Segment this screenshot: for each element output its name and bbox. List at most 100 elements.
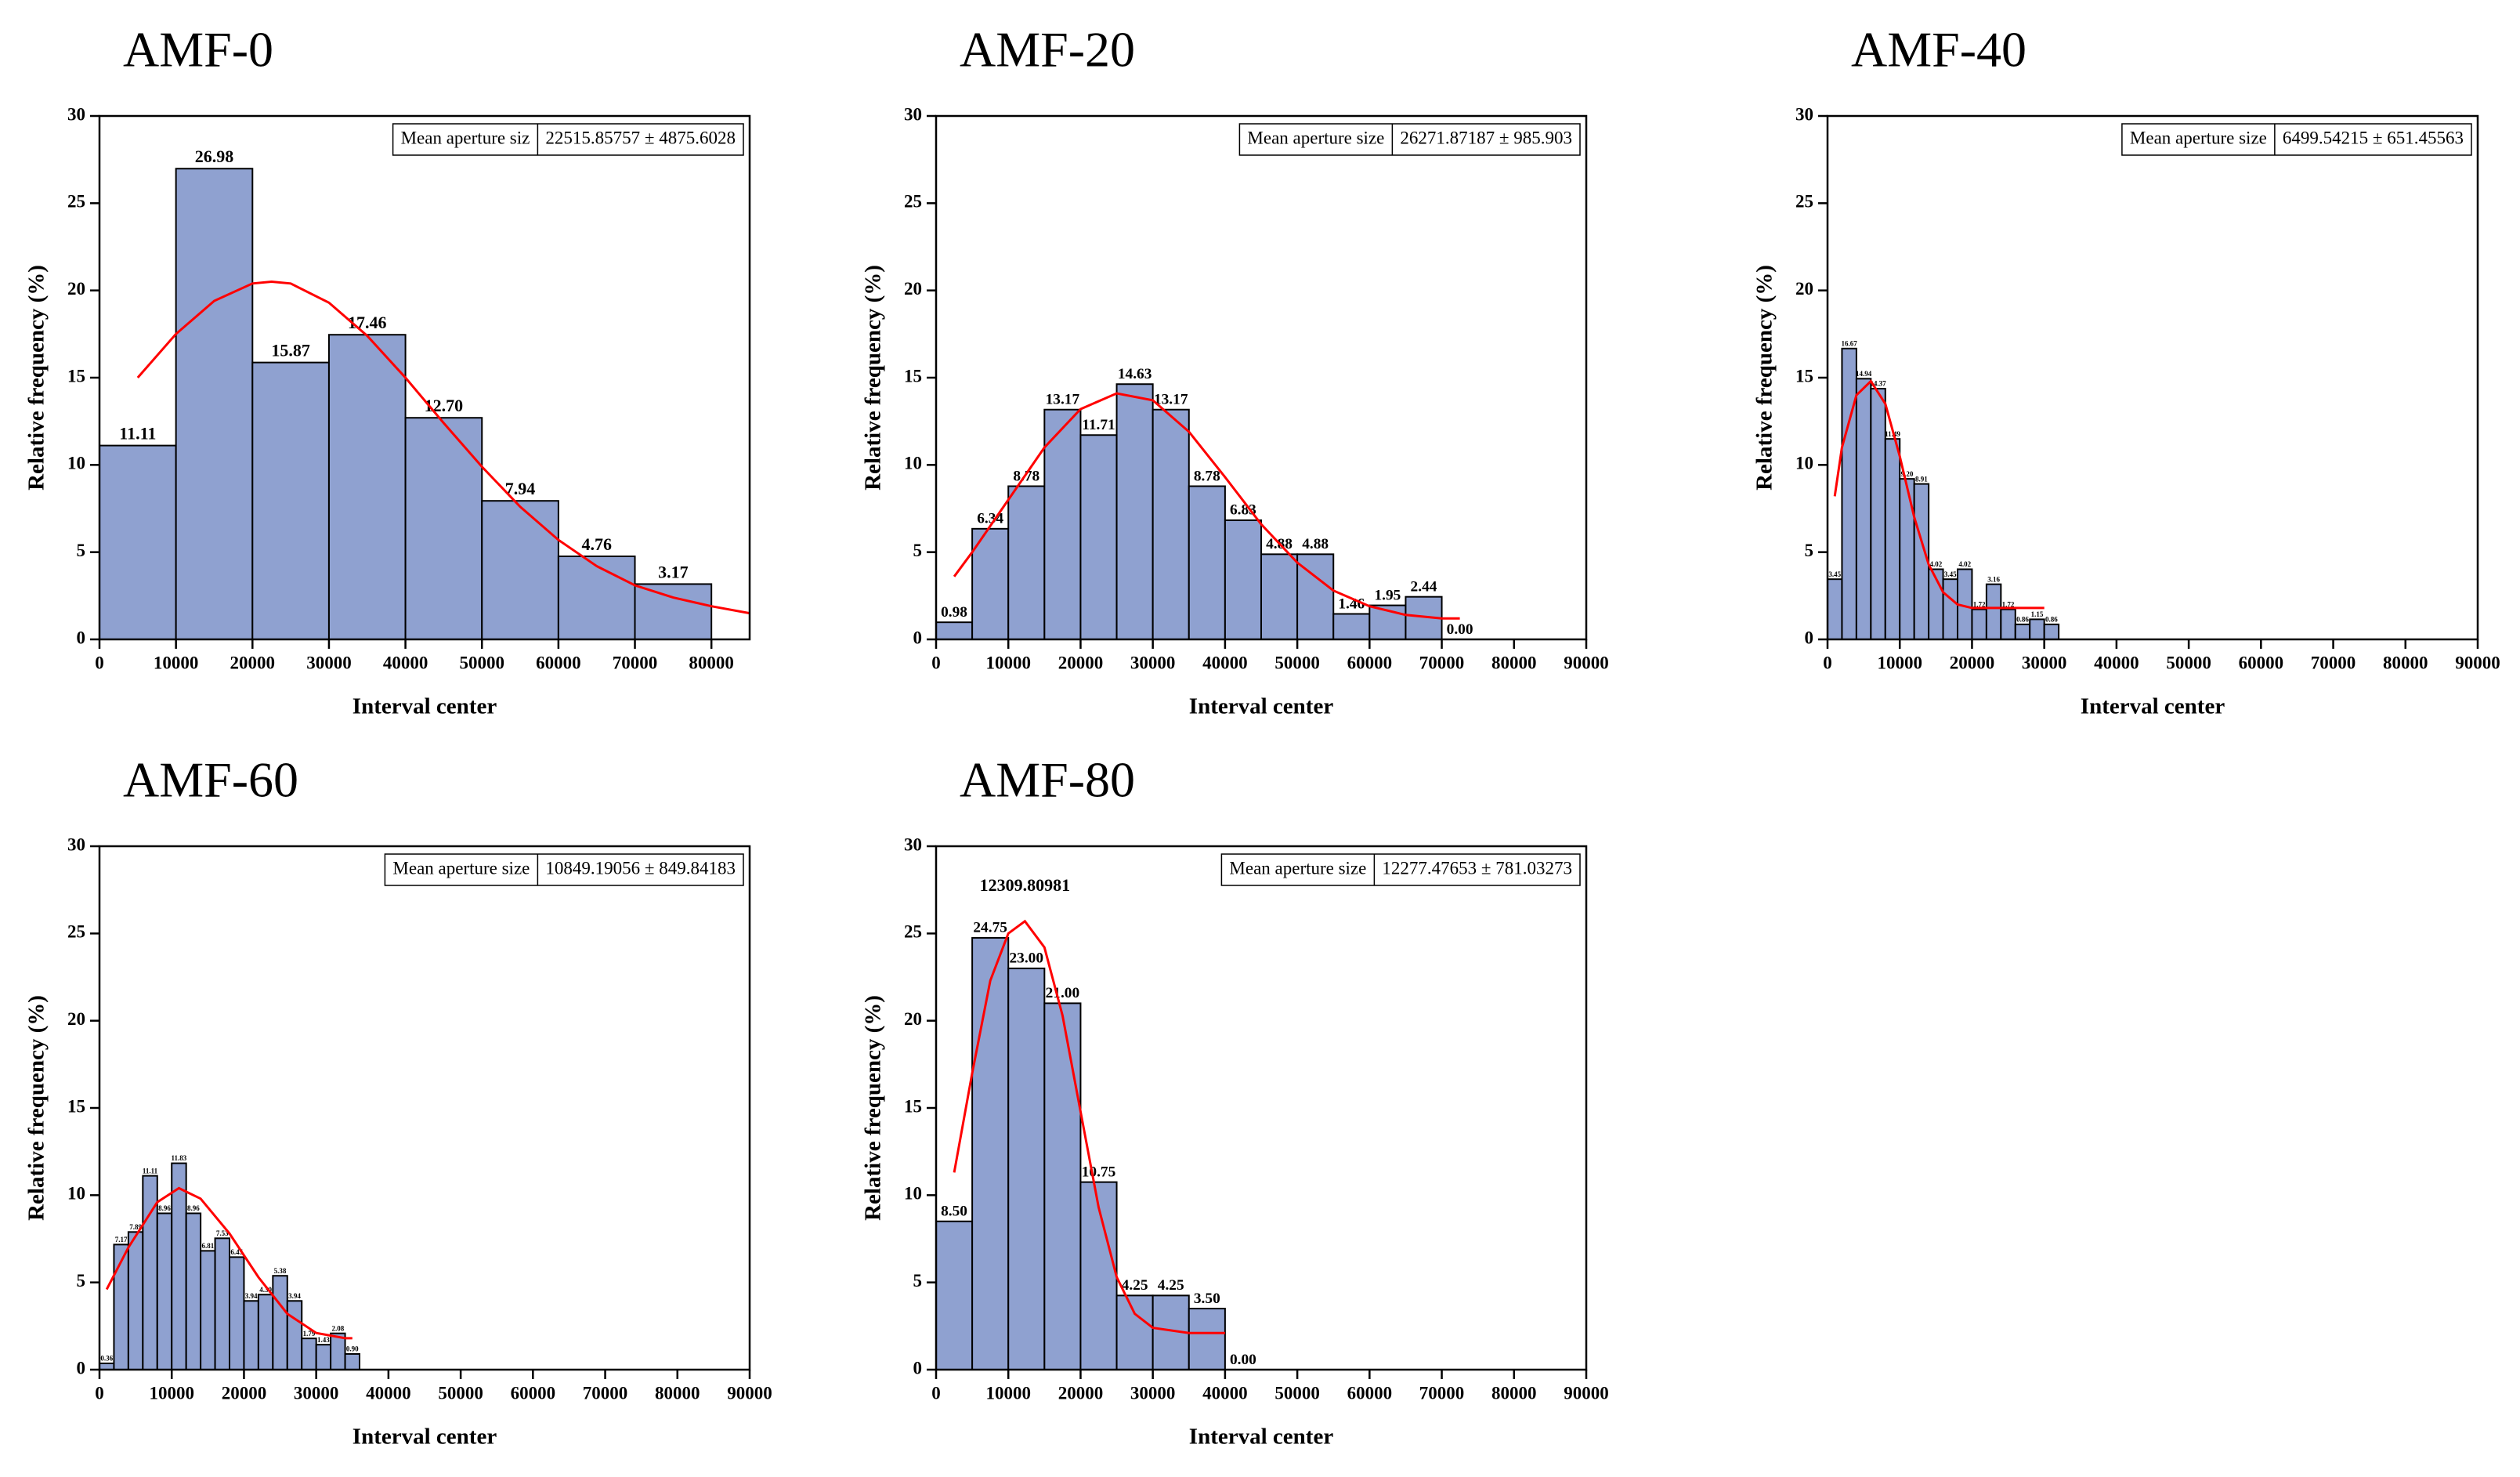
value-label: 8.91	[1915, 475, 1928, 483]
value-label: 21.00	[1046, 985, 1080, 1001]
y-axis-label: Relative frequency (%)	[24, 995, 49, 1221]
x-axis-label: Interval center	[353, 694, 497, 719]
value-label: 1.72	[1973, 600, 1986, 608]
bar	[315, 1344, 332, 1371]
x-tick-label: 0	[1823, 653, 1832, 672]
annotation-text: Mean aperture siz	[401, 128, 530, 147]
x-tick-label: 50000	[1274, 1383, 1320, 1403]
bar	[1870, 388, 1886, 640]
y-tick-label: 10	[67, 454, 85, 473]
value-label: 13.17	[1154, 392, 1188, 408]
bar	[272, 1275, 288, 1370]
bar	[1188, 485, 1226, 640]
y-tick-label: 30	[904, 104, 922, 124]
value-label: 3.16	[1987, 575, 2000, 583]
x-tick-label: 70000	[1419, 653, 1465, 672]
x-tick-label: 0	[95, 1383, 104, 1403]
x-tick-label: 40000	[1202, 653, 1248, 672]
bar	[156, 1212, 173, 1371]
annotation-frame	[384, 853, 744, 886]
value-label: 5.38	[274, 1267, 287, 1275]
x-tick-label: 30000	[1130, 653, 1176, 672]
value-label: 4.02	[1958, 560, 1971, 568]
value-label: 2.08	[331, 1324, 344, 1332]
bar	[185, 1212, 202, 1371]
bar	[1971, 608, 1987, 641]
x-tick-label: 60000	[1347, 1383, 1393, 1403]
bar	[243, 1300, 259, 1370]
annotation-text: Mean aperture size	[1247, 128, 1384, 147]
histogram-panel: AMF-011.1126.9815.8717.4612.707.944.763.…	[24, 22, 751, 719]
bar	[175, 168, 254, 640]
x-tick-label: 80000	[1491, 653, 1537, 672]
annotation-frame	[392, 123, 744, 156]
y-tick-label: 0	[1805, 628, 1814, 647]
value-label: 24.75	[973, 920, 1007, 936]
x-tick-label: 40000	[1202, 1383, 1248, 1403]
x-tick-label: 10000	[149, 1383, 194, 1403]
value-label: 6.45	[230, 1248, 243, 1256]
y-tick-label: 10	[1795, 454, 1813, 473]
x-tick-label: 60000	[511, 1383, 556, 1403]
y-tick-label: 20	[1795, 279, 1813, 299]
value-label: 12.70	[425, 396, 464, 415]
y-tick-label: 25	[1795, 192, 1813, 212]
fit-curve	[105, 1186, 353, 1340]
bar	[1332, 613, 1371, 640]
y-tick-label: 10	[904, 1184, 922, 1204]
y-tick-label: 0	[77, 628, 86, 647]
y-axis-label: Relative frequency (%)	[861, 995, 886, 1221]
bar	[935, 1220, 974, 1370]
annotation-text: Mean aperture size	[1229, 858, 1366, 878]
y-tick-label: 0	[913, 1358, 923, 1377]
x-tick-label: 30000	[1130, 1383, 1176, 1403]
x-tick-label: 0	[931, 1383, 941, 1403]
value-label: 1.95	[1374, 587, 1401, 603]
bar	[1007, 967, 1046, 1371]
y-axis-label: Relative frequency (%)	[861, 265, 886, 491]
bar	[327, 334, 407, 640]
y-tick-label: 5	[77, 1271, 86, 1291]
y-tick-label: 5	[1805, 541, 1814, 560]
bar	[1942, 578, 1959, 640]
value-label: 1.46	[1338, 596, 1365, 612]
y-tick-label: 15	[904, 1096, 922, 1116]
bar	[971, 936, 1010, 1370]
histogram-panel: AMF-60 0.36 7.177.89 11.11 8.96 11.83 8.96 6.81…	[24, 752, 772, 1450]
x-tick-label: 50000	[438, 1383, 483, 1403]
value-label: 4.02	[1929, 560, 1942, 568]
bar	[1043, 408, 1082, 640]
value-label: 16.67	[1842, 339, 1858, 347]
bar	[2029, 618, 2045, 640]
bar	[127, 1231, 144, 1371]
x-tick-label: 70000	[2311, 653, 2356, 672]
value-label: 14.94	[1856, 370, 1872, 378]
bar	[229, 1256, 245, 1370]
value-label: 3.94	[245, 1292, 258, 1300]
y-tick-label: 15	[67, 366, 85, 386]
x-tick-label: 60000	[536, 653, 581, 672]
y-tick-label: 30	[67, 834, 85, 854]
bar	[1079, 434, 1118, 640]
y-tick-label: 25	[904, 922, 922, 942]
value-label: 11.11	[143, 1167, 158, 1175]
x-tick-label: 20000	[1058, 653, 1104, 672]
x-axis-label: Interval center	[2081, 694, 2225, 719]
panel-title: AMF-0	[123, 22, 273, 78]
value-label: 11.11	[119, 423, 156, 443]
x-axis-label: Interval center	[353, 1425, 497, 1450]
value-label: 3.94	[288, 1292, 301, 1300]
y-axis-label: Relative frequency (%)	[1752, 265, 1777, 491]
bar	[257, 1294, 274, 1370]
bar	[2043, 623, 2060, 640]
value-label: 3.45	[1828, 570, 1841, 578]
y-tick-label: 25	[67, 922, 85, 942]
x-tick-label: 40000	[2094, 653, 2139, 672]
x-tick-label: 20000	[230, 653, 276, 672]
value-label: 4.25	[1158, 1277, 1184, 1294]
x-tick-label: 20000	[1058, 1383, 1104, 1403]
value-label: 4.88	[1302, 536, 1329, 552]
value-label: 6.81	[201, 1242, 214, 1250]
bar	[1855, 378, 1872, 640]
